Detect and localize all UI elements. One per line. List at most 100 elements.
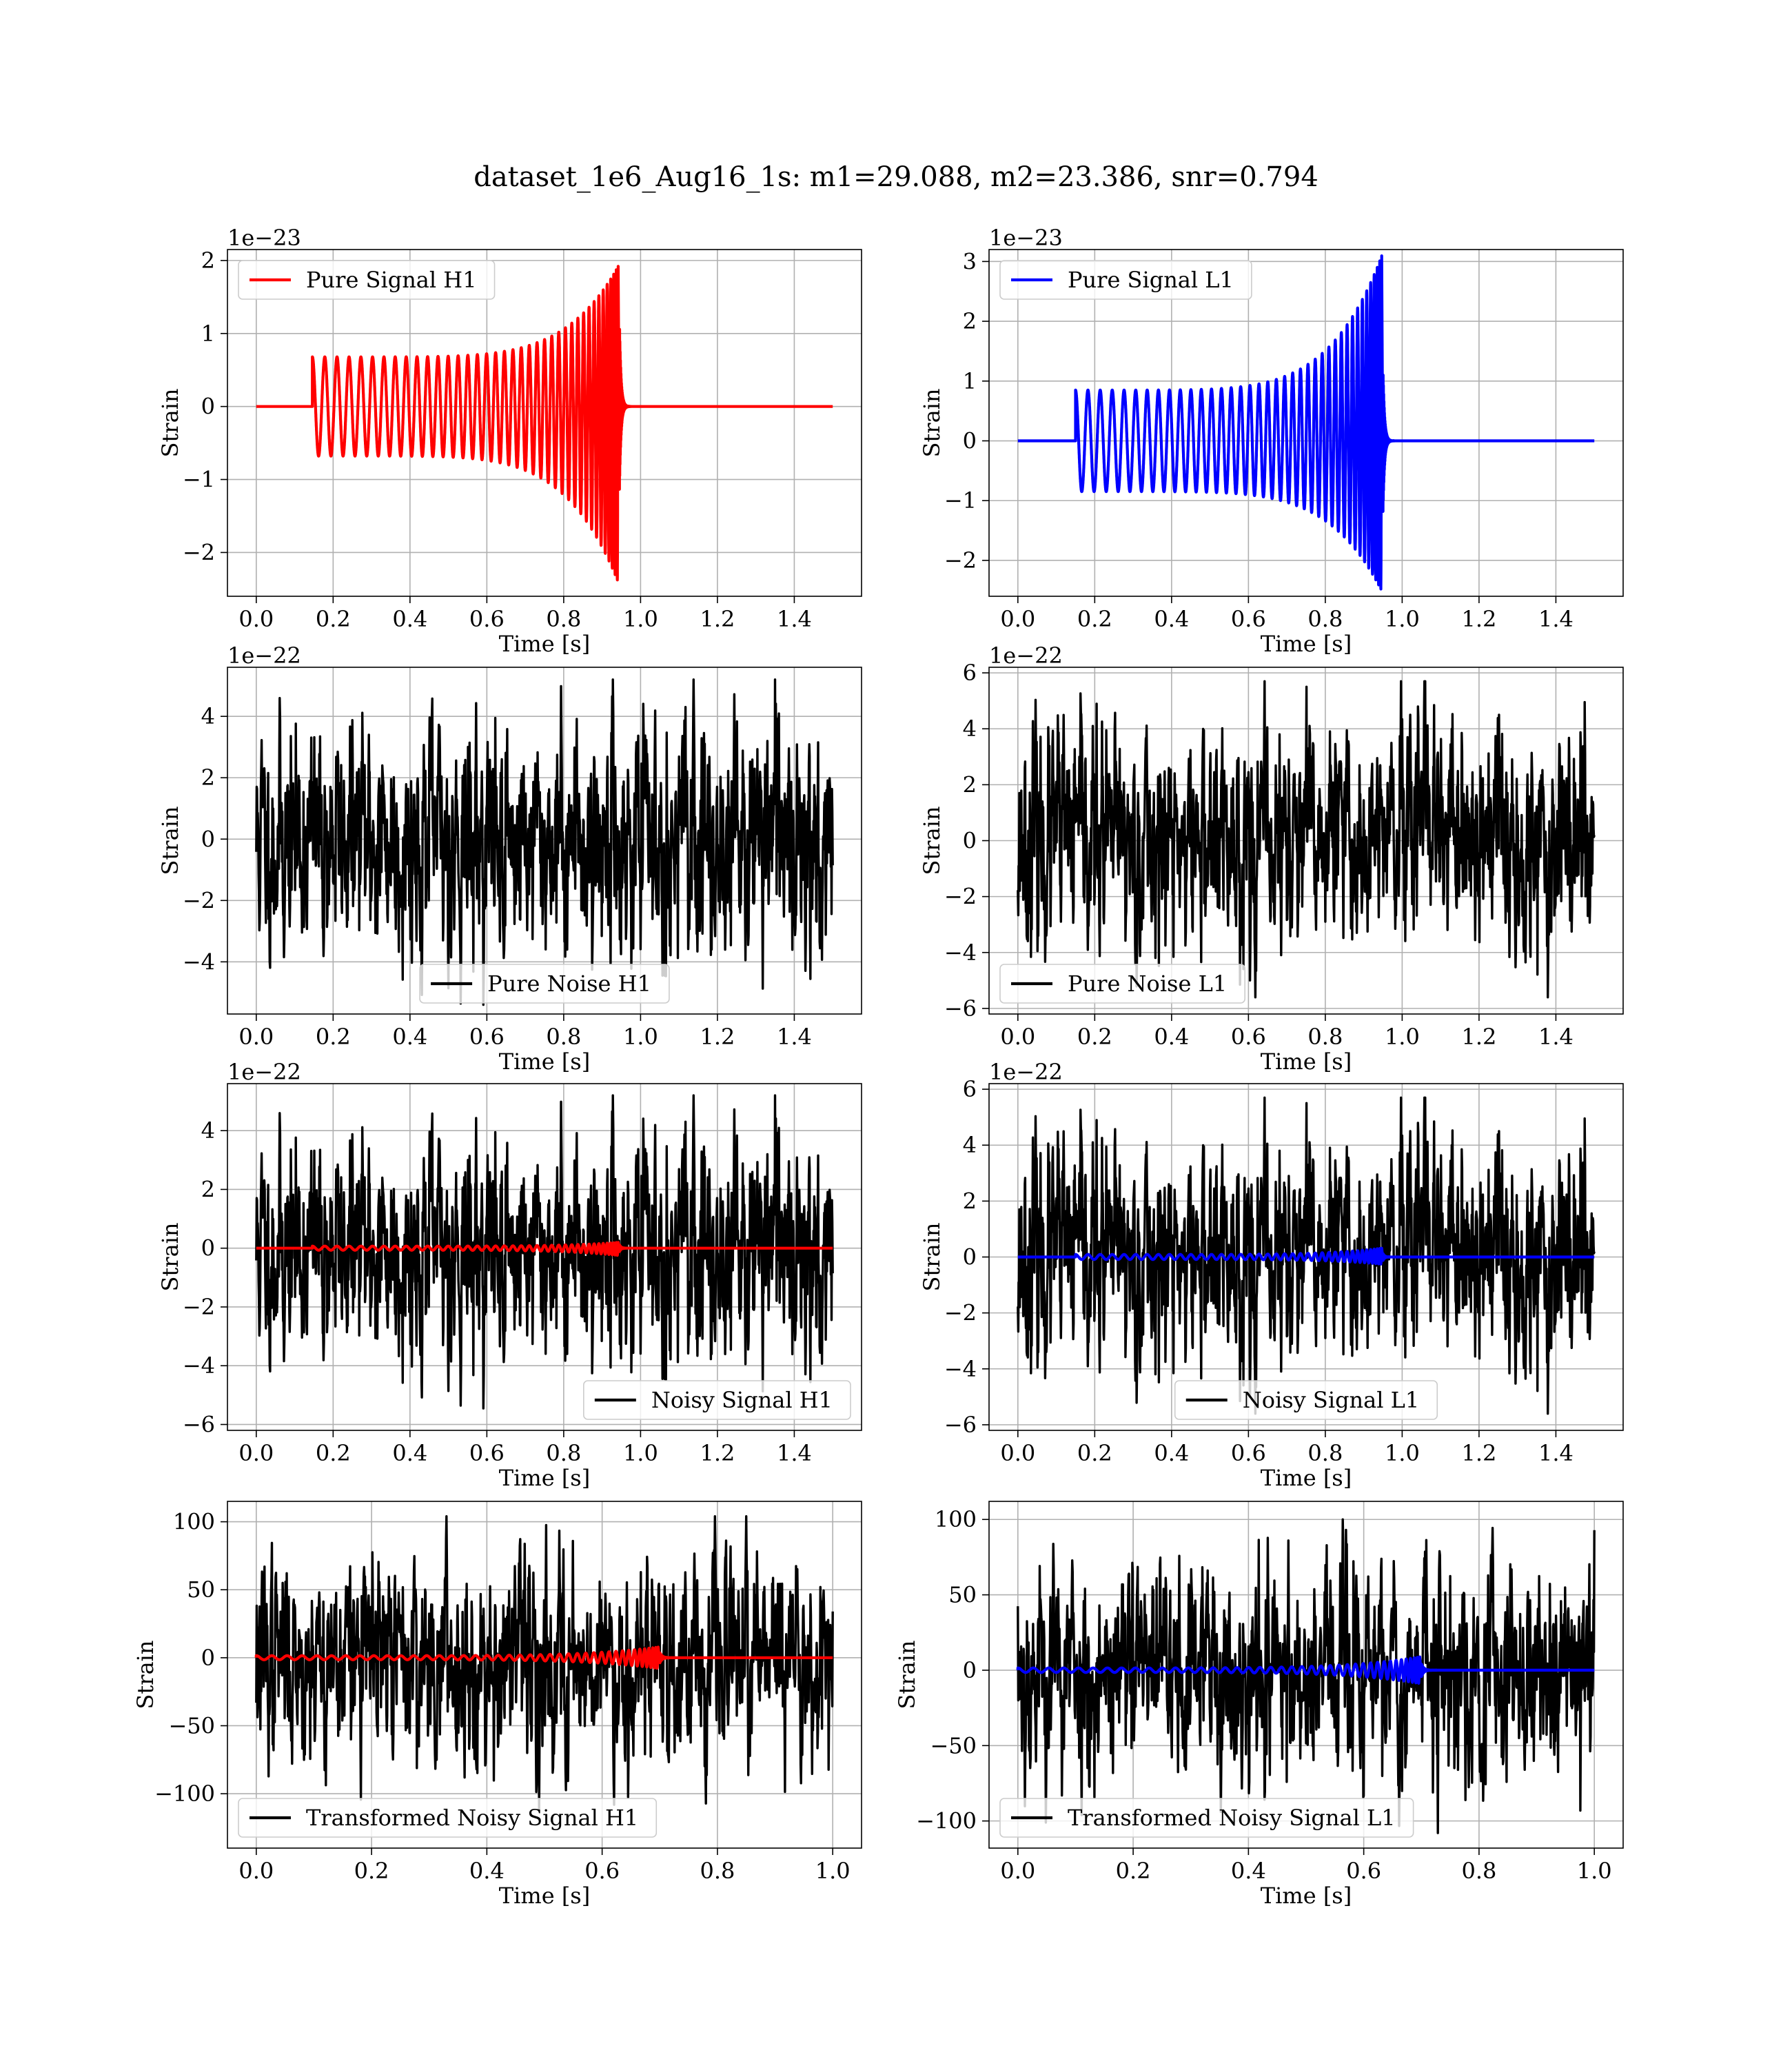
x-tick-label: 1.4: [777, 606, 812, 632]
legend-box: [238, 1798, 658, 1838]
x-tick-label: 0.8: [700, 1858, 735, 1884]
subplot-noisy-signal-h1: 0.0 0.2 0.4 0.6 0.8 1.0 1.2 1.4 4 2 0 −2 −4 −6 Time [s…: [157, 1059, 862, 1491]
legend: Noisy Signal L1: [1174, 1380, 1438, 1420]
y-axis-label: Strain: [157, 1223, 183, 1292]
x-axis-label: Time [s]: [1261, 1048, 1352, 1075]
y-tick-label: −6: [944, 1412, 977, 1438]
x-tick-label: 0.0: [1000, 1024, 1035, 1050]
x-tick-label: 0.6: [469, 606, 505, 632]
legend-box: [999, 964, 1245, 1004]
x-tick-label: 0.4: [1154, 1024, 1189, 1050]
x-tick-label: 0.2: [316, 606, 351, 632]
legend-label: Transformed Noisy Signal L1: [1068, 1805, 1396, 1831]
x-tick-label: 0.8: [1307, 1440, 1343, 1466]
legend-label: Transformed Noisy Signal H1: [306, 1805, 638, 1831]
y-axis-label: Strain: [919, 807, 945, 875]
series-line-overlay-1: [1017, 1246, 1595, 1266]
y-axis-label: Strain: [157, 389, 183, 458]
y-tick-label: 0: [201, 826, 215, 852]
series-line-noisy-signal-h1: [255, 1094, 834, 1410]
x-tick-label: 0.6: [469, 1440, 505, 1466]
y-tick-label: 50: [948, 1582, 977, 1608]
legend: Pure Signal L1: [999, 260, 1252, 300]
grid: [227, 250, 862, 596]
legend-label: Pure Signal H1: [306, 267, 477, 293]
y-tick-label: 4: [201, 703, 215, 729]
x-tick-label: 0.0: [1000, 606, 1035, 632]
legend-box: [999, 260, 1252, 300]
x-tick-label: 0.4: [392, 606, 427, 632]
x-tick-label: 0.4: [1231, 1858, 1266, 1884]
x-tick-label: 0.6: [1231, 1024, 1266, 1050]
y-tick-label: 100: [173, 1509, 215, 1535]
x-tick-label: 0.8: [546, 1440, 581, 1466]
x-tick-label: 1.0: [623, 606, 658, 632]
y-tick-label: 6: [963, 1076, 977, 1102]
series-group: [255, 678, 834, 1006]
y-tick-label: 0: [201, 1235, 215, 1261]
x-tick-label: 0.0: [238, 1858, 274, 1884]
y-tick-label: 4: [201, 1117, 215, 1144]
y-tick-label: 1: [201, 321, 215, 347]
series-line-transformed-noisy-signal-l1: [1017, 1518, 1596, 1834]
x-tick-label: 1.2: [1461, 1024, 1496, 1050]
series-line-pure-noise-l1: [1017, 680, 1596, 999]
y-tick-label: 0: [963, 828, 977, 854]
y-tick-label: 0: [201, 394, 215, 420]
x-tick-label: 1.0: [1385, 1440, 1420, 1466]
x-tick-label: 1.0: [815, 1858, 851, 1884]
series-group: [254, 1515, 834, 1811]
series-line-pure-noise-h1: [255, 678, 834, 1006]
y-offset-label: 1e−23: [227, 225, 301, 251]
y-tick-label: 2: [201, 764, 215, 791]
series-group: [1017, 254, 1595, 591]
y-axis-label: Strain: [132, 1641, 159, 1710]
y-tick-label: −1: [944, 487, 977, 514]
axes-frame: [988, 1501, 1624, 1849]
x-tick-label: 0.2: [354, 1858, 389, 1884]
x-axis-label: Time [s]: [499, 1048, 590, 1075]
legend: Transformed Noisy Signal L1: [999, 1798, 1414, 1838]
x-tick-label: 0.4: [1154, 606, 1189, 632]
y-offset-label: 1e−22: [989, 1059, 1063, 1085]
x-tick-label: 1.2: [1461, 1440, 1496, 1466]
legend-box: [583, 1380, 851, 1420]
y-tick-label: −2: [944, 884, 977, 910]
x-tick-label: 1.4: [777, 1024, 812, 1050]
x-tick-label: 0.6: [469, 1024, 505, 1050]
x-tick-label: 0.2: [1077, 1024, 1112, 1050]
x-tick-label: 0.6: [1231, 606, 1266, 632]
legend-label: Pure Noise H1: [487, 971, 651, 997]
y-tick-label: 3: [963, 248, 977, 274]
y-tick-label: 0: [963, 1244, 977, 1270]
x-tick-label: 1.4: [1538, 1440, 1574, 1466]
x-tick-label: 0.4: [469, 1858, 505, 1884]
series-group: [1017, 680, 1596, 999]
subplot-pure-signal-h1: 0.0 0.2 0.4 0.6 0.8 1.0 1.2 1.4 2 1 0 −1 −2 Time [s] S…: [157, 225, 862, 657]
axes-frame: [988, 249, 1624, 597]
x-tick-label: 0.0: [238, 606, 274, 632]
x-tick-label: 0.0: [1000, 1440, 1035, 1466]
legend-box: [1174, 1380, 1438, 1420]
y-tick-label: −4: [944, 1356, 977, 1382]
x-tick-label: 0.2: [1077, 606, 1112, 632]
y-tick-label: −4: [183, 949, 215, 975]
x-tick-label: 0.8: [546, 606, 581, 632]
axes-frame: [227, 1501, 862, 1849]
series-line-noisy-signal-l1: [1017, 1096, 1596, 1415]
series-line-overlay-1: [254, 1645, 833, 1670]
y-tick-label: 0: [201, 1645, 215, 1671]
legend: Noisy Signal H1: [583, 1380, 851, 1420]
y-offset-label: 1e−22: [227, 1059, 301, 1085]
x-tick-label: 0.8: [1461, 1858, 1496, 1884]
x-tick-label: 0.2: [1116, 1858, 1151, 1884]
y-tick-label: −2: [183, 887, 215, 913]
y-tick-label: −100: [916, 1808, 977, 1834]
x-tick-label: 1.4: [777, 1440, 812, 1466]
x-axis-label: Time [s]: [499, 631, 590, 657]
legend-box: [419, 964, 670, 1004]
x-tick-label: 0.8: [1307, 606, 1343, 632]
legend-label: Pure Signal L1: [1068, 267, 1234, 293]
x-axis-label: Time [s]: [499, 1465, 590, 1491]
